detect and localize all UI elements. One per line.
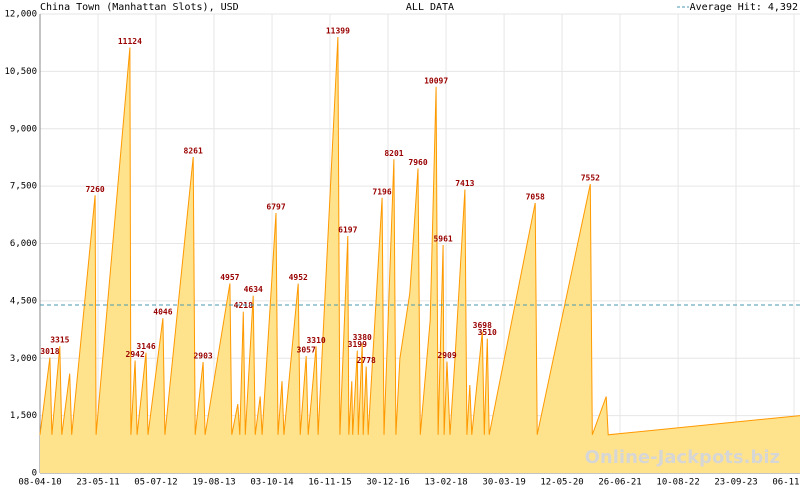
chart-title: China Town (Manhattan Slots), USD	[40, 2, 239, 13]
data-label: 4634	[244, 285, 263, 294]
data-label: 2942	[126, 350, 145, 359]
x-tick-label: 23-09-23	[714, 478, 757, 488]
y-tick-label: 10,500	[4, 67, 37, 77]
area	[40, 37, 800, 473]
y-tick-label: 1,500	[10, 411, 37, 421]
data-label: 7196	[372, 187, 391, 196]
data-label: 3315	[50, 336, 69, 345]
y-tick-label: 9,000	[10, 124, 37, 134]
x-tick-label: 05-07-12	[134, 478, 177, 488]
data-label: 2909	[437, 351, 456, 360]
data-label: 3310	[306, 336, 325, 345]
data-label: 2778	[357, 356, 376, 365]
data-label: 4046	[153, 308, 172, 317]
x-tick-label: 19-08-13	[192, 478, 235, 488]
data-label: 11124	[118, 37, 142, 46]
data-label: 7960	[408, 158, 427, 167]
data-label: 3510	[478, 328, 497, 337]
data-label: 3057	[297, 346, 316, 355]
data-label: 11399	[326, 26, 350, 35]
data-label: 3380	[353, 333, 372, 342]
x-tick-label: 10-08-22	[656, 478, 699, 488]
data-label: 7058	[526, 193, 545, 202]
y-tick-label: 7,500	[10, 182, 37, 192]
data-label: 3018	[40, 347, 59, 356]
legend-label: Average Hit: 4,392	[690, 2, 798, 13]
chart-subtitle: ALL DATA	[406, 2, 454, 13]
data-label: 8201	[384, 149, 403, 158]
y-tick-label: 3,000	[10, 354, 37, 364]
line	[39, 36, 800, 436]
data-label: 7413	[455, 179, 474, 188]
y-tick-label: 0	[32, 469, 37, 479]
data-label: 7552	[581, 174, 600, 183]
data-label: 8261	[184, 147, 203, 156]
data-label: 5961	[433, 234, 452, 243]
data-label: 4218	[234, 301, 253, 310]
data-label: 3199	[348, 340, 367, 349]
data-label: 6797	[266, 203, 285, 212]
data-label: 2903	[193, 351, 212, 360]
x-tick-label: 30-12-16	[366, 478, 409, 488]
x-tick-label: 03-10-14	[250, 478, 293, 488]
x-tick-label: 30-03-19	[482, 478, 525, 488]
watermark: Online-Jackpots.biz	[585, 447, 780, 468]
x-tick-label: 23-05-11	[76, 478, 119, 488]
x-tick-label: 12-05-20	[540, 478, 583, 488]
data-label: 4952	[289, 273, 308, 282]
x-tick-label: 26-06-21	[598, 478, 641, 488]
x-tick-label: 13-02-18	[424, 478, 467, 488]
data-label: 6197	[338, 225, 357, 234]
data-label: 7260	[85, 185, 104, 194]
data-label: 3698	[473, 321, 492, 330]
data-label: 10097	[424, 76, 448, 85]
data-label: 4957	[220, 273, 239, 282]
data-label: 3146	[136, 342, 155, 351]
y-tick-label: 4,500	[10, 296, 37, 306]
y-tick-label: 12,000	[4, 10, 37, 20]
x-tick-label: 16-11-15	[308, 478, 351, 488]
x-tick-label: 06-11-24	[772, 478, 800, 488]
y-tick-label: 6,000	[10, 239, 37, 249]
x-tick-label: 08-04-10	[18, 478, 61, 488]
